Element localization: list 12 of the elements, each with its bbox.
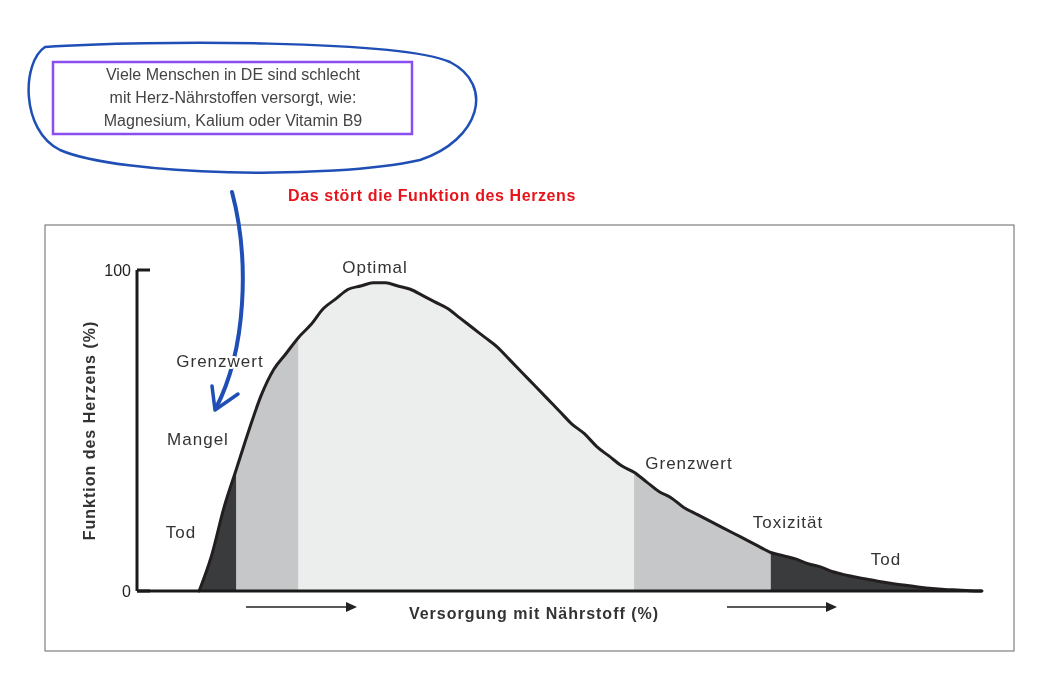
text: Das stört die Funktion des Herzens bbox=[287, 187, 577, 204]
annotation: Optimal bbox=[342, 258, 408, 277]
annotation: Tod bbox=[870, 550, 902, 569]
text: Viele Menschen in DE sind schlecht mit Herz-Nährstoffen versorgt, wie: Magnesium, Kalium oder Vitamin B9 bbox=[103, 66, 363, 129]
x-axis-title: Versorgung mit Nährstoff (%) bbox=[408, 605, 660, 622]
y-tick-label: 0 bbox=[122, 582, 132, 600]
annotation: Mangel bbox=[167, 430, 229, 449]
annotation: Toxizität bbox=[752, 513, 824, 532]
y-tick-label: 100 bbox=[104, 261, 132, 279]
annotation: Grenzwert bbox=[645, 454, 733, 473]
y-axis-title: Funktion des Herzens (%) bbox=[81, 320, 98, 541]
annotation: Tod bbox=[165, 523, 197, 542]
